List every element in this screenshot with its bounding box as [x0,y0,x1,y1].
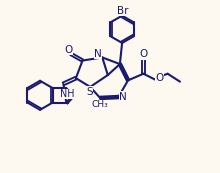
Text: O: O [156,73,164,83]
Text: S: S [86,87,93,97]
Text: Br: Br [117,6,128,16]
Text: N: N [119,92,127,102]
Text: NH: NH [60,89,75,99]
Text: NH: NH [60,89,75,99]
Text: O: O [64,44,73,54]
Text: O: O [139,49,147,59]
Text: N: N [94,49,102,59]
Text: O: O [64,44,73,54]
Text: CH₃: CH₃ [91,100,108,109]
Text: Br: Br [117,6,128,16]
